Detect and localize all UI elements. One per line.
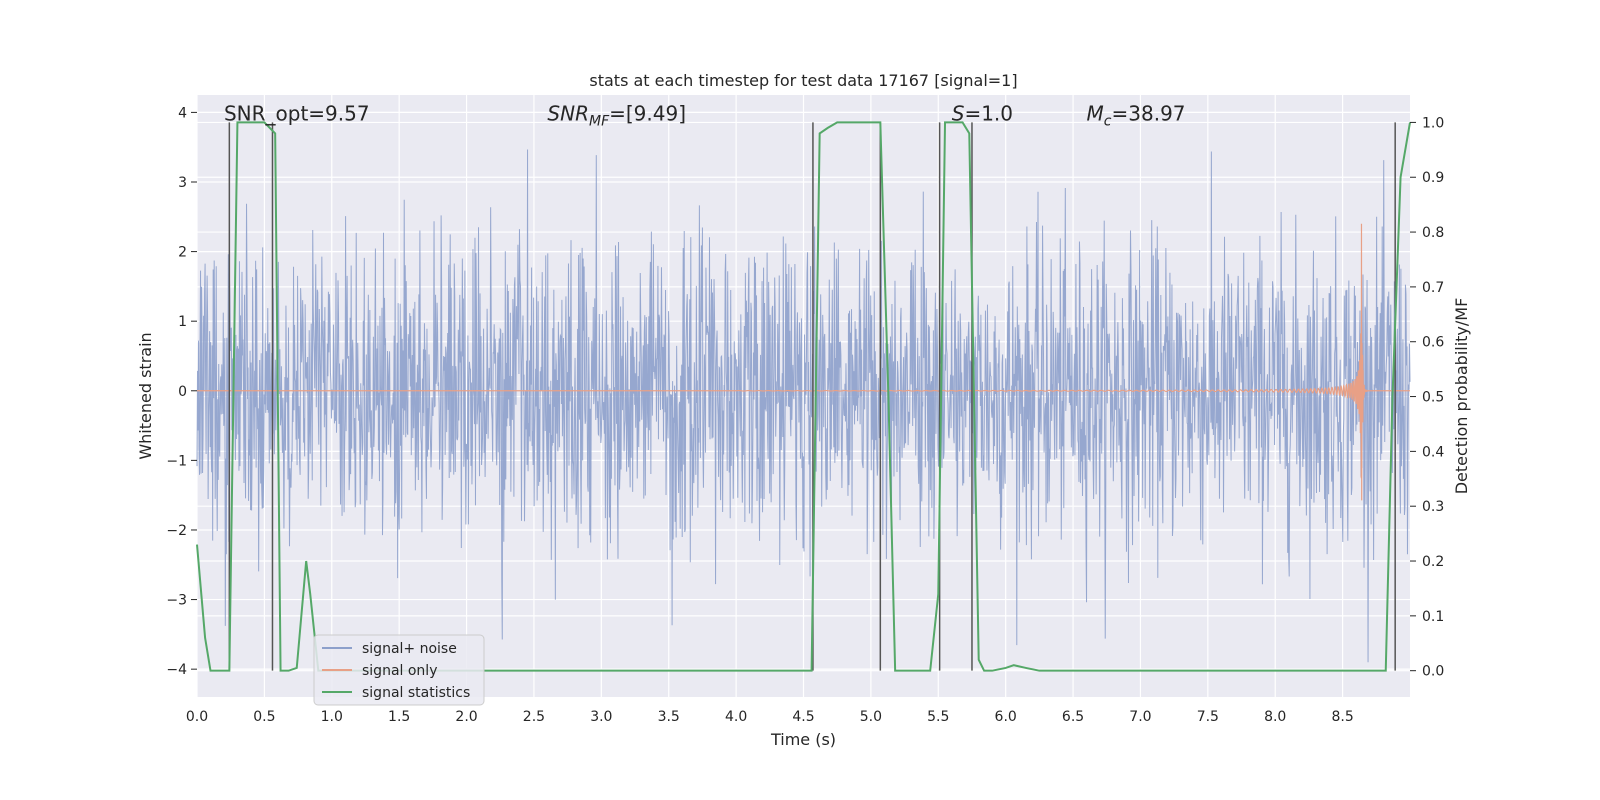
annotation-text: Mc=38.97	[1087, 101, 1186, 129]
x-axis-label: Time (s)	[770, 730, 836, 749]
x-tick-label: 7.5	[1197, 709, 1219, 725]
annotation-text: S=1.0	[952, 101, 1013, 125]
annotation-text: SNR_opt=9.57	[224, 101, 370, 125]
y-tick-label: −3	[166, 593, 187, 609]
x-tick-label: 8.0	[1264, 709, 1286, 725]
y2-tick-label: 0.7	[1422, 280, 1444, 296]
x-tick-label: 6.0	[995, 709, 1017, 725]
signal-plus-noise-series	[196, 149, 1411, 663]
x-tick-label: 6.5	[1062, 709, 1084, 725]
legend: signal+ noise signal only signal statist…	[313, 634, 485, 706]
y-tick-label: 3	[178, 175, 187, 191]
x-tick-label: 2.5	[523, 709, 545, 725]
y2-tick-label: 0.9	[1422, 170, 1444, 186]
x-tick-label: 5.5	[927, 709, 949, 725]
y-axis-ticks: 4 3 2 1 0 −1 −2 −3 −4	[166, 105, 197, 678]
y2-tick-label: 0.8	[1422, 225, 1444, 241]
signal-plus-noise-line	[196, 149, 1411, 663]
grid-lines	[196, 95, 1410, 697]
y-tick-label: 4	[178, 105, 187, 121]
x-axis-ticks: 0.0 0.5 1.0 1.5 2.0 2.5 3.0 3.5 4.0 4.5 5.0 5.5 6.0 6…	[186, 709, 1354, 725]
x-tick-label: 3.0	[590, 709, 612, 725]
y2-tick-label: 0.2	[1422, 554, 1444, 570]
y-tick-label: 2	[178, 245, 187, 261]
signal-statistics-line	[196, 121, 1411, 672]
annotations: SNR_opt=9.57 SNRMF=[9.49] S=1.0 Mc=38.97	[224, 101, 1186, 129]
legend-label-signal-only: signal only	[362, 663, 437, 679]
x-tick-label: 2.0	[455, 709, 477, 725]
x-tick-label: 4.0	[725, 709, 747, 725]
y-tick-label: −4	[166, 662, 187, 678]
y2-tick-label: 0.5	[1422, 390, 1444, 406]
y2-tick-label: 0.0	[1422, 664, 1444, 680]
y-tick-label: −2	[166, 523, 187, 539]
x-tick-label: 0.5	[253, 709, 275, 725]
y-tick-label: 0	[178, 384, 187, 400]
signal-only-series	[197, 223, 1410, 501]
x-tick-label: 1.5	[388, 709, 410, 725]
legend-label-signal-plus-noise: signal+ noise	[362, 641, 457, 657]
legend-box	[313, 634, 485, 706]
x-tick-label: 3.5	[658, 709, 680, 725]
annotation-text: SNRMF=[9.49]	[547, 101, 686, 129]
y-tick-label: −1	[166, 453, 187, 469]
legend-label-signal-statistics: signal statistics	[362, 685, 470, 701]
x-tick-label: 0.0	[186, 709, 208, 725]
x-tick-label: 4.5	[792, 709, 814, 725]
y2-axis-ticks: 1.0 0.9 0.8 0.7 0.6 0.5 0.4 0.3 0.2 0.1 0.0	[1410, 115, 1444, 680]
signal-only-line	[736, 223, 1410, 501]
y-axis-label: Whitened strain	[136, 332, 155, 459]
y2-tick-label: 0.4	[1422, 444, 1444, 460]
y2-tick-label: 0.3	[1422, 499, 1444, 515]
y2-tick-label: 0.6	[1422, 335, 1444, 351]
x-tick-label: 8.5	[1331, 709, 1353, 725]
x-tick-label: 1.0	[321, 709, 343, 725]
chart-title: stats at each timestep for test data 171…	[589, 71, 1017, 90]
x-tick-label: 5.0	[860, 709, 882, 725]
x-tick-label: 7.0	[1129, 709, 1151, 725]
signal-statistics-series	[196, 121, 1411, 672]
y2-tick-label: 0.1	[1422, 609, 1444, 625]
y2-tick-label: 1.0	[1422, 115, 1444, 131]
y2-axis-label: Detection probability/MF	[1452, 298, 1471, 495]
y-tick-label: 1	[178, 314, 187, 330]
